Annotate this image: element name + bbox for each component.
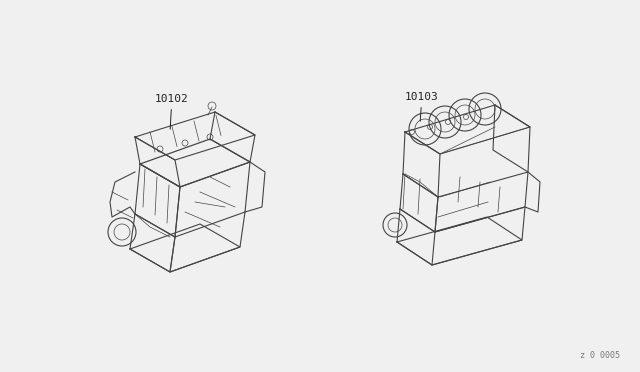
- Text: z 0 0005: z 0 0005: [580, 351, 620, 360]
- Text: 10102: 10102: [155, 94, 189, 129]
- Text: 10103: 10103: [405, 92, 439, 121]
